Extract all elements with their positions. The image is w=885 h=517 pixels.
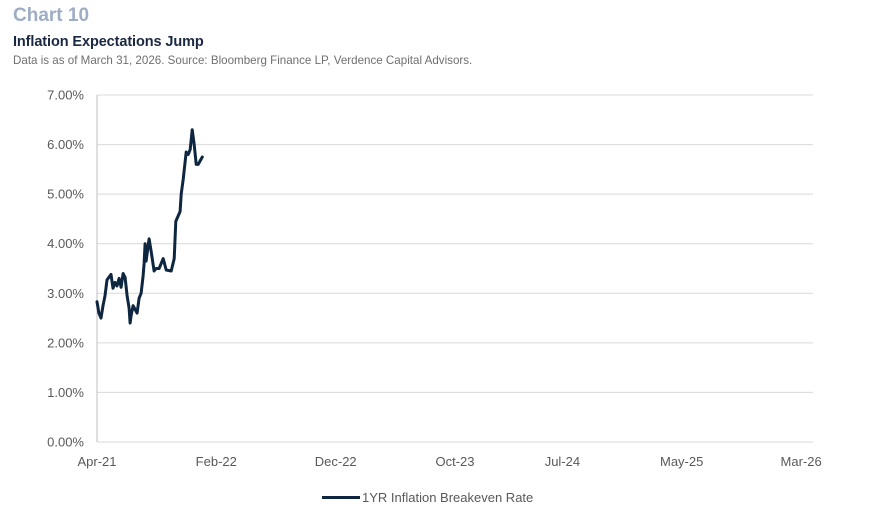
y-tick-label: 7.00% [47, 88, 84, 103]
legend-line-swatch [322, 496, 360, 499]
x-axis: Apr-21 Feb-22 Dec-22 Oct-23 Jul-24 May-25 Mar-… [77, 454, 821, 469]
x-tick-label: Mar-26 [781, 454, 822, 469]
x-tick-label: Feb-22 [196, 454, 237, 469]
y-tick-label: 3.00% [47, 286, 84, 301]
x-tick-label: Apr-21 [77, 454, 116, 469]
y-tick-label: 1.00% [47, 385, 84, 400]
x-tick-label: May-25 [660, 454, 703, 469]
series-line-1yr-breakeven [95, 128, 204, 325]
chart-source-note: Data is as of March 31, 2026. Source: Bl… [13, 54, 473, 67]
x-tick-label: Jul-24 [545, 454, 580, 469]
chart-title: Inflation Expectations Jump [13, 34, 204, 50]
y-axis: 0.00% 1.00% 2.00% 3.00% 4.00% 5.00% 6.00% 7.00% [47, 88, 98, 450]
y-tick-label: 2.00% [47, 335, 84, 350]
legend-label: 1YR Inflation Breakeven Rate [362, 490, 534, 505]
chart-number: Chart 10 [13, 5, 90, 26]
legend: 1YR Inflation Breakeven Rate [322, 490, 533, 505]
x-tick-label: Dec-22 [315, 454, 357, 469]
gridlines [97, 94, 813, 443]
x-tick-label: Oct-23 [435, 454, 474, 469]
y-tick-label: 4.00% [47, 236, 84, 251]
y-tick-label: 5.00% [47, 187, 84, 202]
y-tick-label: 0.00% [47, 435, 84, 450]
y-tick-label: 6.00% [47, 137, 84, 152]
